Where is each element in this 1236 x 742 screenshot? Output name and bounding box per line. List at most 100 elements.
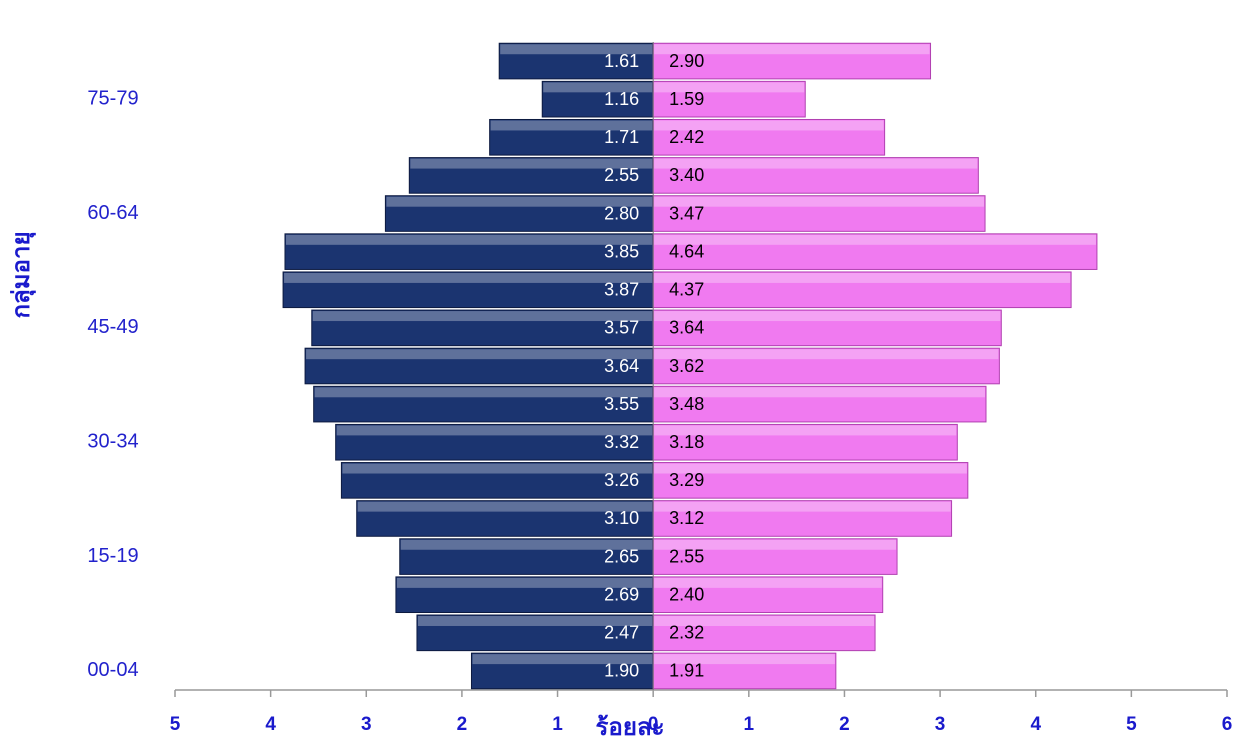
value-label: 3.32 <box>604 432 639 452</box>
bar-highlight <box>285 234 653 245</box>
bar-highlight <box>654 387 985 398</box>
bar-highlight <box>654 234 1096 245</box>
x-tick-label: 1 <box>744 714 755 735</box>
bar-highlight <box>400 539 653 550</box>
value-label: 1.91 <box>669 661 704 681</box>
bar <box>340 462 654 499</box>
bar <box>652 347 1000 385</box>
bar <box>408 157 654 194</box>
value-label: 3.29 <box>669 470 704 490</box>
bar-highlight <box>654 272 1071 283</box>
bar-highlight <box>314 387 653 398</box>
bar-highlight <box>654 654 835 665</box>
x-tick-label: 2 <box>457 714 468 735</box>
bar-highlight <box>396 577 653 588</box>
value-label: 2.65 <box>604 546 639 566</box>
y-tick-label: 60-64 <box>87 202 138 224</box>
bar-highlight <box>654 616 875 626</box>
bar <box>282 271 654 309</box>
x-tick-label: 3 <box>361 714 372 735</box>
bar-highlight <box>654 349 999 360</box>
bar-highlight <box>654 196 985 207</box>
value-label: 1.59 <box>669 89 704 109</box>
bar <box>416 614 654 652</box>
bar <box>356 500 654 537</box>
bar <box>652 500 953 537</box>
x-tick-label: 2 <box>839 714 850 735</box>
bar <box>652 423 958 461</box>
value-label: 3.47 <box>669 203 704 223</box>
x-tick-label: 5 <box>1126 714 1137 735</box>
bar-highlight <box>654 501 951 512</box>
bar-highlight <box>654 82 805 93</box>
y-tick-label: 45-49 <box>87 316 138 338</box>
value-label: 2.90 <box>669 51 704 71</box>
value-label: 3.87 <box>604 280 639 300</box>
bar-highlight <box>654 577 882 588</box>
value-label: 3.40 <box>669 165 704 185</box>
bar-highlight <box>410 158 653 169</box>
value-label: 1.61 <box>604 51 639 71</box>
value-label: 2.80 <box>604 203 639 223</box>
y-tick-label: 30-34 <box>87 431 138 453</box>
bar <box>652 42 932 80</box>
value-label: 2.47 <box>604 623 639 643</box>
value-label: 3.85 <box>604 241 639 261</box>
bar-highlight <box>312 311 653 322</box>
bar <box>652 576 884 614</box>
bar <box>652 385 987 423</box>
value-label: 2.40 <box>669 584 704 604</box>
value-label: 2.32 <box>669 623 704 643</box>
value-label: 1.16 <box>604 89 639 109</box>
value-label: 4.64 <box>669 241 704 261</box>
bar <box>652 195 986 232</box>
bar <box>498 42 654 80</box>
bar <box>652 271 1072 309</box>
bar-highlight <box>490 120 653 131</box>
value-label: 2.55 <box>604 165 639 185</box>
bar <box>470 652 654 690</box>
bar-highlight <box>500 44 653 55</box>
y-tick-label: 75-79 <box>87 87 138 109</box>
value-label: 3.64 <box>604 356 639 376</box>
bar-highlight <box>472 654 653 665</box>
x-tick-label: 4 <box>1030 714 1041 735</box>
value-label: 3.55 <box>604 394 639 414</box>
bar <box>311 309 654 347</box>
bar-highlight <box>417 616 653 626</box>
value-label: 4.37 <box>669 280 704 300</box>
value-label: 2.69 <box>604 584 639 604</box>
bar <box>313 385 654 423</box>
bar <box>652 462 969 499</box>
bar <box>652 118 886 156</box>
bar <box>652 157 979 194</box>
bar-highlight <box>654 158 978 169</box>
value-label: 3.64 <box>669 318 704 338</box>
bar-highlight <box>654 120 884 131</box>
value-label: 3.48 <box>669 394 704 414</box>
x-tick-label: 6 <box>1222 714 1233 735</box>
bar-highlight <box>336 425 653 436</box>
y-tick-label: 15-19 <box>87 545 138 567</box>
bar <box>284 233 654 270</box>
bar-highlight <box>386 196 653 207</box>
x-tick-label: 0 <box>648 714 659 735</box>
bar <box>384 195 654 232</box>
x-tick-label: 3 <box>935 714 946 735</box>
x-tick-label: 1 <box>552 714 563 735</box>
bar-highlight <box>284 272 653 283</box>
bar-highlight <box>543 82 653 93</box>
x-tick-label: 5 <box>170 714 181 735</box>
bar-highlight <box>342 463 653 474</box>
value-label: 3.62 <box>669 356 704 376</box>
x-tick-label: 4 <box>265 714 276 735</box>
bar-highlight <box>654 311 1001 322</box>
x-axis-title: ร้อยละ <box>596 713 665 741</box>
bar-highlight <box>654 44 930 55</box>
value-label: 3.12 <box>669 508 704 528</box>
bar-highlight <box>654 463 967 474</box>
bar-highlight <box>654 539 897 550</box>
value-label: 1.71 <box>604 127 639 147</box>
bar <box>541 80 654 118</box>
